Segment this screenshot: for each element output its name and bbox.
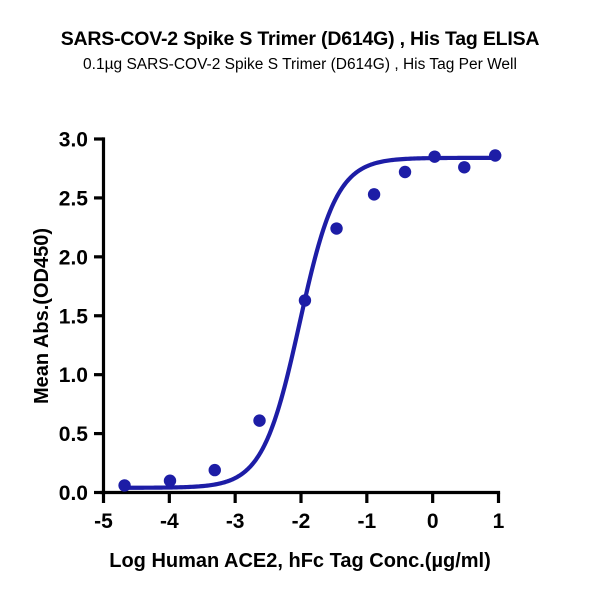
x-tick-label: -3 <box>226 510 245 533</box>
data-point-marker <box>164 475 176 487</box>
data-point-marker <box>299 294 311 306</box>
y-axis-ticks: 0.0 0.5 1.0 1.5 2.0 2.5 3.0 <box>59 129 104 506</box>
x-tick-label: -5 <box>94 510 113 533</box>
x-axis-title: Log Human ACE2, hFc Tag Conc.(µg/ml) <box>109 550 491 572</box>
y-tick-label: 1.0 <box>59 364 88 387</box>
y-tick-label: 3.0 <box>59 129 88 152</box>
data-point-marker <box>118 479 130 491</box>
data-point-marker <box>458 161 470 173</box>
y-tick-label: 1.5 <box>59 305 89 328</box>
data-point-group <box>118 149 501 491</box>
y-tick-label: 2.0 <box>59 246 88 269</box>
data-point-marker <box>209 464 221 476</box>
elisa-chart-figure: SARS-COV-2 Spike S Trimer (D614G) , His … <box>0 0 600 600</box>
data-point-marker <box>253 414 265 426</box>
x-tick-label: -2 <box>292 510 311 533</box>
y-axis-title: Mean Abs.(OD450) <box>31 228 53 404</box>
x-tick-label: 1 <box>493 510 505 533</box>
data-point-marker <box>330 222 342 234</box>
data-point-marker <box>428 150 440 162</box>
data-point-marker <box>399 166 411 178</box>
y-tick-label: 0.0 <box>59 482 88 505</box>
y-tick-label: 0.5 <box>59 423 89 446</box>
data-point-marker <box>368 188 380 200</box>
data-point-marker <box>489 149 501 161</box>
x-tick-label: -1 <box>357 510 376 533</box>
x-axis-ticks: -5 -4 -3 -2 -1 0 1 <box>94 493 505 534</box>
x-tick-label: 0 <box>427 510 439 533</box>
y-tick-label: 2.5 <box>59 187 89 210</box>
plot-area: 0.0 0.5 1.0 1.5 2.0 2.5 3.0 -5 -4 -3 -2 -1 0 1 Mean … <box>0 0 600 600</box>
x-tick-label: -4 <box>160 510 179 533</box>
sigmoid-fit-curve <box>125 158 496 488</box>
